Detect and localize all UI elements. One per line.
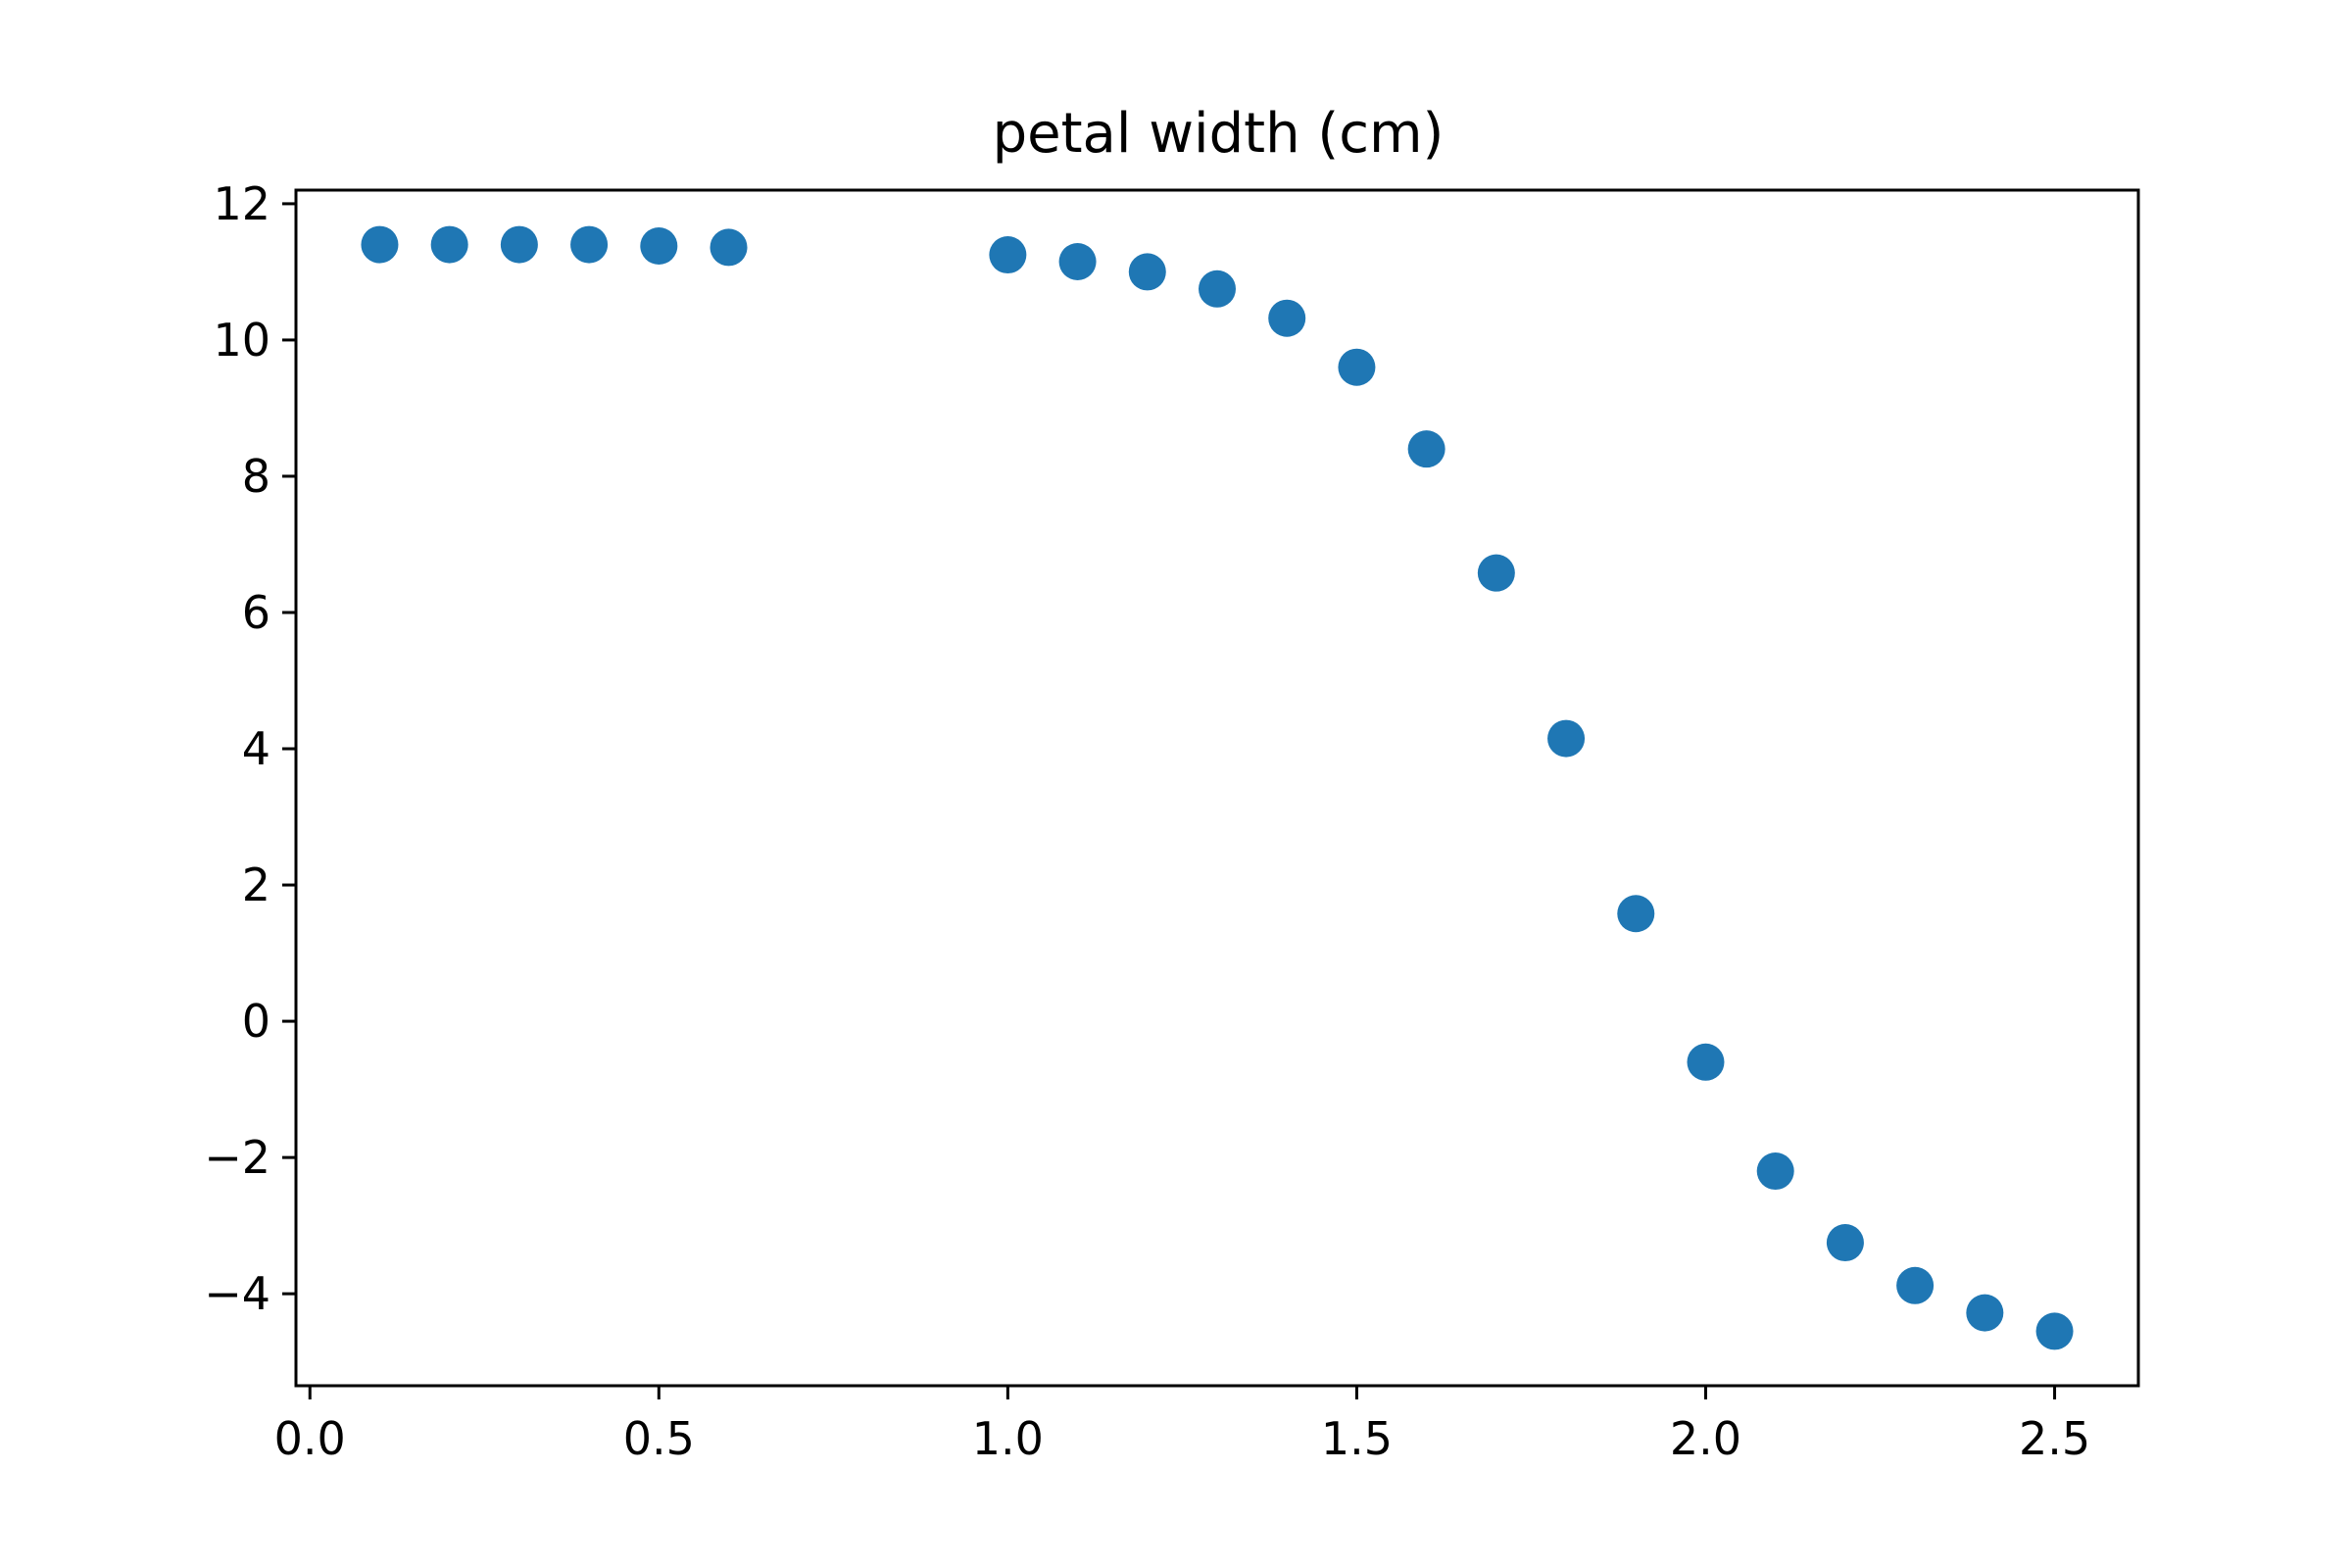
y-tick-label: 0 bbox=[242, 995, 270, 1048]
data-point bbox=[1756, 1152, 1794, 1191]
data-point bbox=[1407, 430, 1446, 468]
data-point bbox=[1128, 253, 1166, 291]
y-tick-label: 8 bbox=[242, 450, 270, 503]
data-point bbox=[1477, 554, 1515, 592]
data-point bbox=[1547, 719, 1586, 758]
data-point bbox=[1199, 270, 1236, 308]
data-point bbox=[1058, 242, 1097, 280]
data-point bbox=[710, 228, 748, 267]
data-points bbox=[361, 225, 2074, 1350]
data-point bbox=[361, 225, 399, 264]
data-point bbox=[500, 225, 538, 264]
x-tick-label: 0.0 bbox=[274, 1412, 346, 1465]
x-tick-label: 2.5 bbox=[2019, 1412, 2090, 1465]
data-point bbox=[2035, 1312, 2074, 1350]
y-tick-label: 4 bbox=[242, 722, 270, 775]
y-tick-label: −4 bbox=[204, 1267, 270, 1320]
y-axis: −4 −2 0 2 4 6 8 10 12 bbox=[204, 177, 296, 1320]
data-point bbox=[1617, 895, 1655, 933]
data-point bbox=[1687, 1043, 1725, 1081]
data-point bbox=[1966, 1294, 2004, 1332]
data-point bbox=[1338, 348, 1376, 386]
y-tick-label: −2 bbox=[204, 1131, 270, 1184]
data-point bbox=[640, 227, 678, 266]
data-point bbox=[1896, 1266, 1935, 1304]
data-point bbox=[570, 225, 609, 264]
x-tick-label: 2.0 bbox=[1670, 1412, 1741, 1465]
y-tick-label: 12 bbox=[213, 177, 270, 230]
data-point bbox=[1826, 1224, 1864, 1262]
y-tick-label: 6 bbox=[242, 586, 270, 639]
x-tick-label: 1.0 bbox=[972, 1412, 1044, 1465]
data-point bbox=[989, 236, 1027, 274]
x-axis: 0.0 0.5 1.0 1.5 2.0 2.5 bbox=[274, 1386, 2090, 1465]
plot-area-frame bbox=[294, 188, 2140, 1388]
x-tick-label: 0.5 bbox=[623, 1412, 695, 1465]
y-tick-label: 2 bbox=[242, 858, 270, 911]
data-point bbox=[430, 225, 468, 264]
y-tick-label: 10 bbox=[213, 314, 270, 367]
x-tick-label: 1.5 bbox=[1321, 1412, 1393, 1465]
chart-title: petal width (cm) bbox=[993, 102, 1445, 166]
data-point bbox=[1268, 299, 1306, 337]
